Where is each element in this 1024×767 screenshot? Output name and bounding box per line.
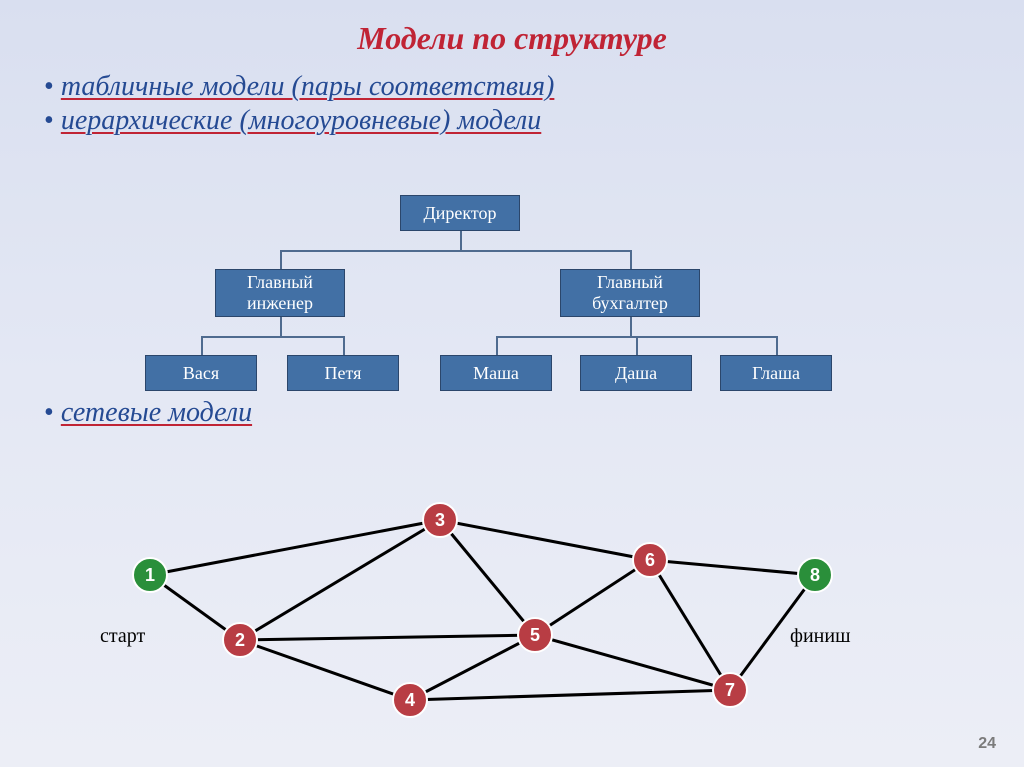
org-connector (630, 317, 632, 336)
network-edge (650, 560, 815, 575)
bullet-item-2: • иерархические (многоуровневые) модели (44, 105, 1024, 137)
bullet-dot: • (44, 71, 61, 102)
org-node-masha: Маша (440, 355, 552, 391)
org-connector (343, 336, 345, 355)
bullet-item-1: • табличные модели (пары соответствия) (44, 71, 1024, 103)
slide-title: Модели по структуре (0, 0, 1024, 57)
bullet-text: иерархические (многоуровневые) модели (61, 105, 541, 136)
org-connector (460, 231, 462, 250)
network-node-7: 7 (712, 672, 748, 708)
org-node-acc: Главныйбухгалтер (560, 269, 700, 317)
org-node-eng: Главныйинженер (215, 269, 345, 317)
org-node-petya: Петя (287, 355, 399, 391)
network-label: старт (100, 625, 145, 648)
org-node-dasha: Даша (580, 355, 692, 391)
org-connector (280, 250, 282, 269)
org-connector (280, 250, 632, 252)
network-edge (240, 640, 410, 700)
org-connector (201, 336, 345, 338)
network-node-6: 6 (632, 542, 668, 578)
org-chart: Директор Главныйинженер Главныйбухгалтер Ва… (0, 195, 1024, 425)
network-node-3: 3 (422, 502, 458, 538)
network-edge (410, 690, 730, 700)
network-graph: 1 2 3 4 5 6 7 8 старт финиш (0, 500, 1024, 730)
bullet-dot: • (44, 105, 61, 136)
org-connector (201, 336, 203, 355)
bullet-text: табличные модели (пары соответствия) (61, 71, 555, 102)
org-node-vasya: Вася (145, 355, 257, 391)
org-node-glasha: Глаша (720, 355, 832, 391)
network-label: финиш (790, 625, 850, 648)
network-node-1: 1 (132, 557, 168, 593)
org-connector (496, 336, 498, 355)
network-edge (410, 635, 535, 700)
network-edge (440, 520, 650, 560)
org-connector (636, 336, 638, 355)
network-edge (240, 635, 535, 640)
org-connector (280, 317, 282, 336)
network-edge (440, 520, 535, 635)
org-node-dir: Директор (400, 195, 520, 231)
network-node-8: 8 (797, 557, 833, 593)
network-edges (0, 500, 1024, 730)
page-number: 24 (978, 735, 996, 753)
org-connector (630, 250, 632, 269)
org-connector (776, 336, 778, 355)
network-edge (535, 560, 650, 635)
network-node-4: 4 (392, 682, 428, 718)
network-node-5: 5 (517, 617, 553, 653)
network-node-2: 2 (222, 622, 258, 658)
